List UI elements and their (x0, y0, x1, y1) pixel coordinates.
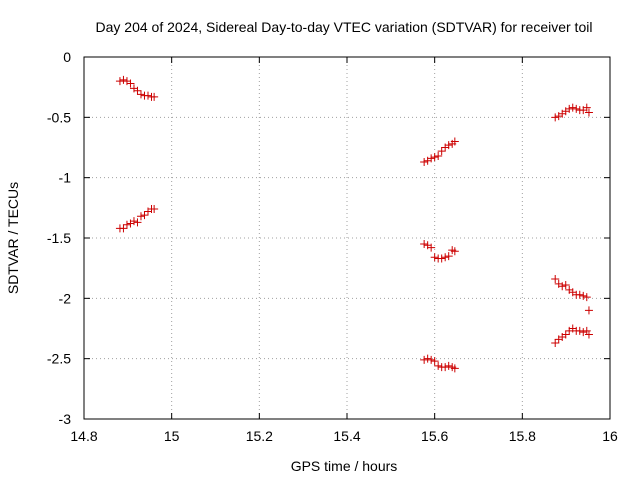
plot-frame (83, 56, 611, 420)
data-point (427, 243, 436, 252)
data-point (427, 355, 436, 364)
x-tick-labels: 14.8 15 15.2 15.4 15.6 15.8 16 (70, 428, 618, 444)
data-point (558, 282, 567, 291)
data-point (582, 326, 591, 335)
data-point (561, 330, 570, 339)
data-point (441, 253, 450, 262)
data-point (579, 328, 588, 337)
data-point (136, 90, 145, 99)
data-point (420, 240, 429, 249)
x-tick-label: 15.6 (421, 428, 448, 444)
data-point (551, 338, 560, 347)
data-point (150, 205, 159, 214)
x-tick-label: 15.4 (333, 428, 360, 444)
data-point (575, 290, 584, 299)
data-point (561, 281, 570, 290)
y-axis-label: SDTVAR / TECUs (5, 182, 21, 294)
y-tick-label: -2 (59, 290, 72, 306)
y-tick-label: -2.5 (47, 351, 71, 367)
data-point (441, 363, 450, 372)
y-tick-label: -0.5 (47, 109, 71, 125)
data-point (423, 354, 432, 363)
y-tick-label: -1.5 (47, 230, 71, 246)
data-point (434, 361, 443, 370)
data-point (575, 326, 584, 335)
data-point (129, 217, 138, 226)
x-tick-label: 15 (164, 428, 180, 444)
y-tick-label: -1 (59, 170, 72, 186)
data-point (444, 141, 453, 150)
data-point (427, 154, 436, 163)
data-point (430, 153, 439, 162)
series-pass-2-upper (420, 137, 459, 166)
data-point (119, 224, 128, 233)
data-point (430, 357, 439, 366)
grid (84, 57, 610, 419)
data-point (133, 86, 142, 95)
data-point (420, 355, 429, 364)
x-tick-label: 15.8 (509, 428, 536, 444)
data-point (551, 113, 560, 122)
data-point (551, 275, 560, 284)
data-point (437, 254, 446, 263)
data-point (565, 104, 574, 113)
data-point (444, 252, 453, 261)
data-point (140, 211, 149, 220)
data-point (150, 92, 159, 101)
data-points (115, 75, 593, 373)
data-point (430, 253, 439, 262)
data-point (450, 247, 459, 256)
series-pass-3-middle (551, 275, 593, 315)
data-point (434, 151, 443, 160)
data-point (420, 157, 429, 166)
x-axis-label: GPS time / hours (291, 458, 398, 474)
x-tick-label: 16 (602, 428, 618, 444)
y-tick-labels: 0 -0.5 -1 -1.5 -2 -2.5 -3 (47, 49, 71, 427)
data-point (584, 330, 593, 339)
series-pass-1-lower (115, 205, 159, 233)
data-point (126, 79, 135, 88)
series-pass-1-upper (115, 75, 159, 101)
data-point (119, 75, 128, 84)
y-tick-label: 0 (63, 49, 71, 65)
data-point (582, 293, 591, 302)
data-point (437, 147, 446, 156)
data-point (572, 104, 581, 113)
data-point (122, 220, 131, 229)
data-point (143, 91, 152, 100)
x-tick-label: 14.8 (70, 428, 97, 444)
data-point (584, 108, 593, 117)
chart-title: Day 204 of 2024, Sidereal Day-to-day VTE… (96, 19, 593, 35)
series-pass-3-upper (551, 103, 593, 122)
data-point (115, 77, 124, 86)
data-point (450, 364, 459, 373)
data-point (582, 103, 591, 112)
series-pass-3-lower (551, 324, 593, 347)
series-pass-2-lower (420, 354, 459, 373)
data-point (133, 218, 142, 227)
y-tick-label: -3 (59, 411, 72, 427)
data-point (444, 361, 453, 370)
data-point (568, 103, 577, 112)
data-point (579, 291, 588, 300)
data-point (450, 137, 459, 146)
data-point (136, 212, 145, 221)
x-tick-label: 15.2 (246, 428, 273, 444)
data-point (584, 306, 593, 315)
series-pass-2-middle (420, 240, 459, 263)
